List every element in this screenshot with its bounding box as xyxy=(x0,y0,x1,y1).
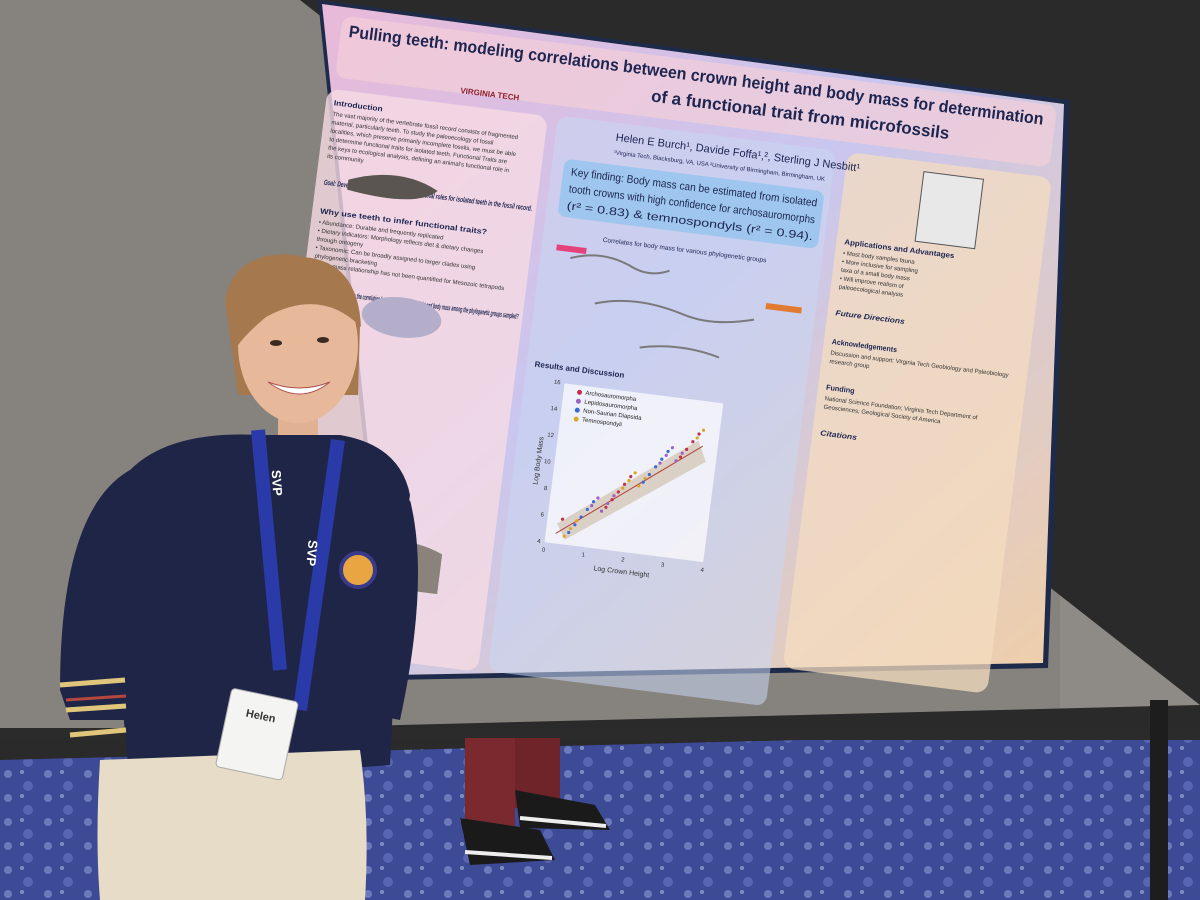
y-tick-label: 14 xyxy=(550,406,558,413)
plot-dot xyxy=(575,519,579,523)
y-tick-label: 16 xyxy=(554,380,562,387)
plot-dot xyxy=(701,428,706,432)
plot-dot xyxy=(666,449,670,454)
plot-dot xyxy=(579,515,583,519)
plot-dot xyxy=(567,530,571,535)
label-tag xyxy=(556,244,587,255)
plot-dot xyxy=(670,446,675,450)
plot-dot xyxy=(674,459,678,463)
confidence-band xyxy=(556,440,706,540)
plot-dot xyxy=(697,432,701,436)
plot-dot xyxy=(599,509,604,513)
skeletons xyxy=(570,254,755,359)
y-tick-label: 4 xyxy=(537,539,542,545)
plot-dot xyxy=(604,505,608,509)
plot-dot xyxy=(660,457,664,461)
lanyard-text: SVP xyxy=(269,469,286,496)
plot-dot xyxy=(562,534,566,538)
x-tick-label: 2 xyxy=(621,557,626,563)
lanyard-text: SVP xyxy=(303,539,320,567)
section-text: its community xyxy=(327,154,364,165)
plot-dot xyxy=(678,455,683,459)
results: Results and DiscussionArchosauromorphaLe… xyxy=(532,360,724,579)
plot-dot xyxy=(637,484,641,488)
visitor-legs xyxy=(460,738,610,865)
plot-dot xyxy=(629,475,633,479)
plot-dot xyxy=(573,523,577,527)
specimen-photo xyxy=(914,171,984,250)
legend-dot xyxy=(577,389,583,395)
section-text: through ontogeny xyxy=(316,237,363,249)
y-tick-label: 12 xyxy=(547,433,555,440)
plot-dot xyxy=(560,517,565,521)
person: SVP SVP Helen xyxy=(59,254,418,900)
plot-dot xyxy=(641,480,645,484)
plot-dot xyxy=(585,507,589,512)
y-tick-label: 10 xyxy=(543,459,551,466)
section-heading: Funding xyxy=(826,383,856,396)
plot-dot xyxy=(680,451,684,455)
y-tick-label: 8 xyxy=(543,486,548,492)
plot-dot xyxy=(658,461,662,465)
plot-dot xyxy=(622,482,627,486)
x-tick-label: 0 xyxy=(541,547,546,553)
plot-dot xyxy=(627,478,631,483)
plot-dot xyxy=(654,465,658,469)
plot-dot xyxy=(664,453,668,457)
plot-dot xyxy=(685,447,689,451)
plot-dot xyxy=(591,500,596,504)
right-panel xyxy=(784,153,1051,693)
legend-label: Temnospondyli xyxy=(582,417,622,428)
x-tick-label: 4 xyxy=(700,567,705,573)
legend-dot xyxy=(574,407,580,413)
x-tick-label: 1 xyxy=(581,552,586,558)
plot-dot xyxy=(621,486,625,490)
legend-dot xyxy=(573,416,579,422)
key-finding-box xyxy=(558,159,824,249)
plot-dot xyxy=(596,496,600,500)
plot-dot xyxy=(568,526,573,531)
plot-dot xyxy=(610,498,614,502)
plot-dot xyxy=(695,436,699,440)
plot-dot xyxy=(647,472,651,477)
label-tag xyxy=(765,303,802,314)
title-band xyxy=(336,16,1057,167)
stand-leg xyxy=(1150,700,1168,900)
poster-content: Pulling teeth: modeling correlations bet… xyxy=(258,16,1057,705)
plot-dot xyxy=(616,490,620,494)
plot-dot xyxy=(691,440,695,444)
section-text: research group xyxy=(829,359,870,370)
plot-dot xyxy=(643,476,647,480)
plot-dot xyxy=(590,504,594,508)
plot-dot xyxy=(612,494,616,498)
y-tick-label: 6 xyxy=(540,512,545,518)
legend-dot xyxy=(575,398,581,404)
regression-line xyxy=(555,445,704,534)
x-tick-label: 3 xyxy=(660,562,665,568)
plot-dot xyxy=(606,501,610,506)
plot-dot xyxy=(633,471,637,475)
